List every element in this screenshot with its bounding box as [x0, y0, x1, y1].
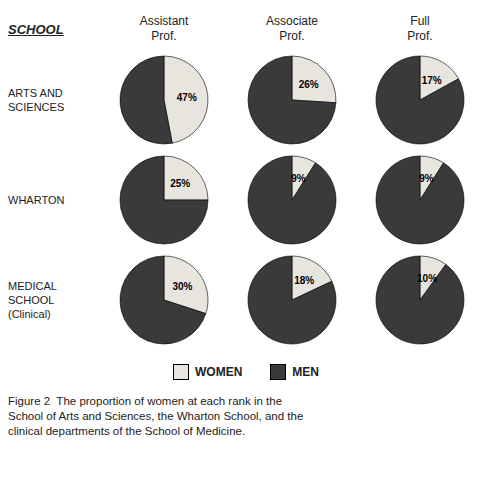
- html-text:Assistant Prof.: Assistant Prof.: [139, 14, 189, 43]
- html-text:WOMEN: WOMEN: [195, 365, 243, 379]
- svg-text:17%: 17%: [422, 75, 442, 86]
- html-text:Associate Prof.: Associate Prof.: [266, 14, 318, 43]
- svg-text:9%: 9%: [419, 173, 434, 184]
- html-text:Full Prof.: Full Prof.: [407, 14, 433, 43]
- html-text:Figure 2 The proportion of wom: Figure 2 The proportion of women at each…: [8, 395, 304, 437]
- svg-text:18%: 18%: [294, 275, 314, 286]
- svg-text:25%: 25%: [170, 178, 190, 189]
- html-text:MEDICAL SCHOOL (Clinical): MEDICAL SCHOOL (Clinical): [8, 280, 57, 320]
- svg-text:47%: 47%: [177, 92, 197, 103]
- html-text:SCHOOL: SCHOOL: [8, 21, 64, 37]
- html-text:ARTS AND SCIENCES: ARTS AND SCIENCES: [8, 87, 65, 113]
- svg-text:9%: 9%: [291, 173, 306, 184]
- svg-text:10%: 10%: [417, 273, 437, 284]
- html-text:MEN: MEN: [292, 365, 319, 379]
- svg-text:30%: 30%: [173, 281, 193, 292]
- html-text:WHARTON: WHARTON: [8, 194, 65, 206]
- svg-text:26%: 26%: [299, 79, 319, 90]
